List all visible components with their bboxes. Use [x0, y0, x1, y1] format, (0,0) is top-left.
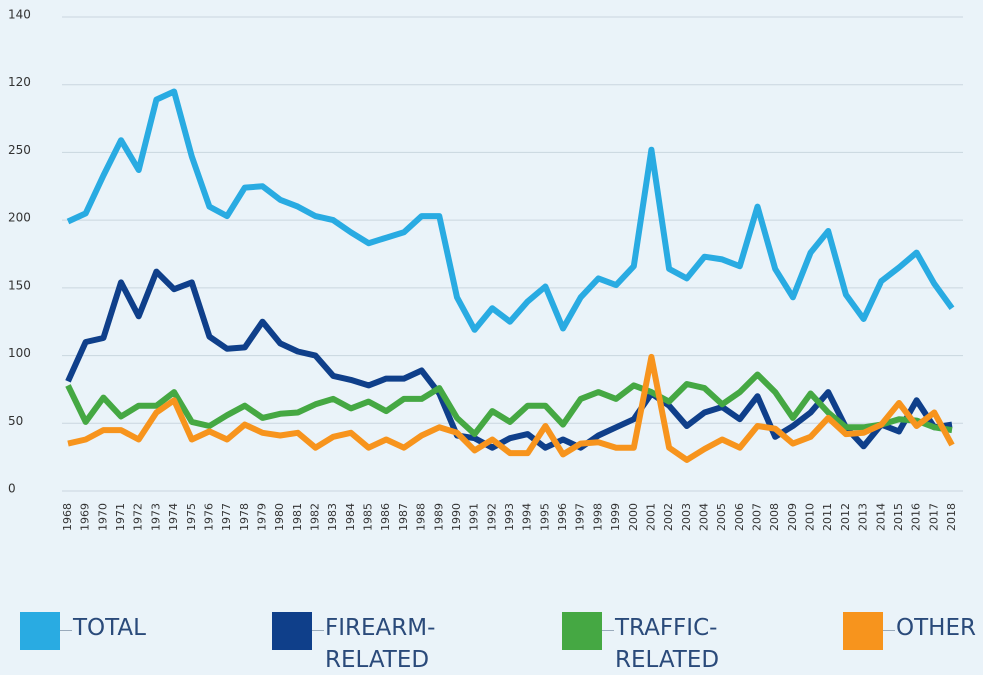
- y-tick-label: 200: [8, 211, 31, 225]
- x-tick-label: 1978: [238, 503, 251, 531]
- legend-label: TRAFFIC-RELATED: [615, 615, 720, 673]
- x-tick-label: 2004: [697, 503, 710, 531]
- x-tick-label: 2008: [768, 503, 781, 531]
- x-tick-label: 1970: [96, 503, 109, 531]
- x-tick-label: 1972: [132, 503, 145, 531]
- legend-swatch: [272, 612, 324, 650]
- x-tick-label: 1990: [450, 503, 463, 531]
- series-line: [67, 353, 955, 463]
- x-tick-label: 1981: [291, 503, 304, 531]
- x-tick-label: 1992: [485, 503, 498, 531]
- legend-item: TRAFFIC-RELATED: [562, 612, 750, 675]
- x-tick-label: 2009: [786, 503, 799, 531]
- x-tick-label: 1980: [273, 503, 286, 531]
- x-tick-label: 1993: [503, 503, 516, 531]
- x-tick-label: 1987: [397, 503, 410, 531]
- legend-item: OTHER: [843, 612, 983, 650]
- x-tick-label: 2014: [874, 503, 887, 531]
- x-tick-label: 1968: [61, 503, 74, 531]
- x-tick-label: 2001: [644, 503, 657, 531]
- x-tick-label: 1995: [538, 503, 551, 531]
- series-line: [65, 268, 953, 451]
- y-tick-label: 150: [8, 278, 31, 292]
- y-tick-label: 0: [8, 482, 16, 496]
- y-tick-label: 50: [8, 414, 23, 428]
- y-tick-label: 250: [8, 143, 31, 157]
- x-tick-label: 2011: [821, 503, 834, 531]
- x-tick-label: 1985: [362, 503, 375, 531]
- x-tick-label: 2007: [751, 503, 764, 531]
- x-tick-label: 2012: [839, 503, 852, 531]
- x-tick-label: 1969: [79, 503, 92, 531]
- x-tick-label: 1976: [202, 503, 215, 531]
- x-tick-label: 1979: [255, 503, 268, 531]
- legend-swatch: [843, 612, 895, 650]
- series-line: [65, 371, 953, 438]
- x-tick-label: 2017: [927, 503, 940, 531]
- x-tick-label: 2002: [662, 503, 675, 531]
- x-tick-label: 1983: [326, 503, 339, 531]
- x-tick-label: 2013: [857, 503, 870, 531]
- x-tick-label: 1975: [185, 503, 198, 531]
- x-tick-label: 1973: [149, 503, 162, 531]
- chart: 0 50 100 150 200 250 120 140 1968 1969 1970 1971 197…: [8, 8, 963, 531]
- x-tick-label: 1991: [468, 503, 481, 531]
- x-tick-label: 1989: [432, 503, 445, 531]
- x-tick-label: 1984: [344, 503, 357, 531]
- y-tick-label: 120: [8, 75, 31, 89]
- x-tick-label: 1971: [114, 503, 127, 531]
- legend-label: OTHER: [896, 615, 976, 641]
- x-tick-label: 2005: [715, 503, 728, 531]
- legend-label: TOTAL: [73, 615, 146, 641]
- x-tick-label: 1997: [574, 503, 587, 531]
- x-tick-label: 1982: [309, 503, 322, 531]
- x-tick-label: 1988: [415, 503, 428, 531]
- x-tick-label: 2000: [627, 503, 640, 531]
- x-tick-label: 2003: [680, 503, 693, 531]
- y-tick-label: 140: [8, 8, 31, 22]
- legend-item: FIREARM-RELATED: [272, 612, 460, 675]
- x-tick-label: 2015: [892, 503, 905, 531]
- legend-label: FIREARM-RELATED: [325, 615, 436, 673]
- x-tick-label: 1974: [167, 503, 180, 531]
- legend-swatch: [562, 612, 614, 650]
- x-tick-label: 1999: [609, 503, 622, 531]
- x-tick-label: 1977: [220, 503, 233, 531]
- legend-item: TOTAL: [20, 612, 208, 650]
- x-tick-label: 2010: [804, 503, 817, 531]
- x-tick-label: 1986: [379, 503, 392, 531]
- legend-swatch: [20, 612, 72, 650]
- x-tick-label: 2018: [945, 503, 958, 531]
- x-tick-label: 2016: [910, 503, 923, 531]
- x-tick-label: 1996: [556, 503, 569, 531]
- x-tick-label: 2006: [733, 503, 746, 531]
- y-tick-label: 100: [8, 346, 31, 360]
- x-tick-label: 1994: [521, 503, 534, 531]
- x-tick-label: 1998: [591, 503, 604, 531]
- series-line: [66, 88, 955, 333]
